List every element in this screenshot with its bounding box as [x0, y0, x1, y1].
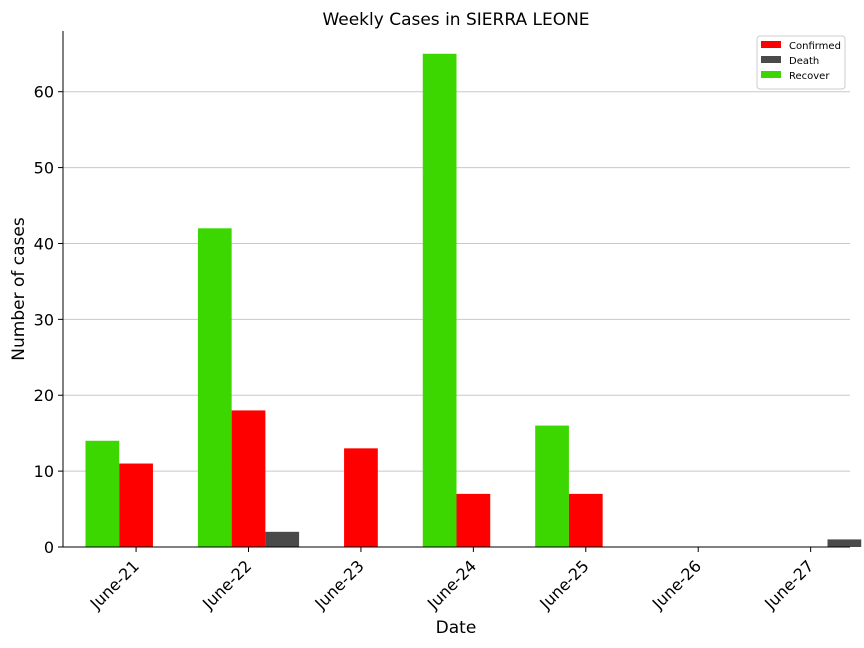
bar-death — [265, 531, 300, 547]
x-tick-label: June-24 — [423, 556, 480, 613]
bar-confirmed — [568, 493, 603, 547]
xtick-layer: June-21 June-22 June-23 June-24 June-25 June-… — [86, 547, 817, 614]
bar-confirmed — [344, 448, 378, 547]
y-tick-label: 40 — [34, 234, 54, 253]
x-tick-label: June-23 — [310, 556, 367, 613]
legend: Confirmed Death Recover — [756, 35, 846, 90]
x-tick-label: June-22 — [198, 556, 255, 613]
bar-recover — [535, 425, 569, 547]
y-tick-label: 10 — [34, 462, 54, 481]
y-tick-label: 60 — [34, 83, 54, 102]
bar-recover — [197, 228, 232, 547]
legend-label: Death — [789, 56, 819, 67]
legend-label: Confirmed — [789, 41, 841, 52]
chart-title: Weekly Cases in SIERRA LEONE — [322, 10, 589, 30]
x-axis-label: Date — [436, 618, 477, 638]
legend-label: Recover — [789, 71, 830, 82]
axes-layer — [62, 31, 850, 548]
x-tick-label: June-25 — [535, 556, 592, 613]
y-tick-label: 0 — [44, 538, 54, 557]
bar-recover — [85, 440, 120, 547]
legend-swatch — [761, 56, 781, 63]
x-tick-label: June-26 — [648, 556, 705, 613]
legend-swatch — [761, 41, 781, 48]
x-tick-label: June-21 — [86, 556, 143, 613]
legend-swatch — [761, 71, 781, 78]
bar-confirmed — [456, 493, 491, 547]
y-axis-label: Number of cases — [9, 217, 29, 361]
y-tick-label: 30 — [34, 310, 54, 329]
ytick-layer: 0 10 20 30 40 50 60 — [34, 83, 63, 557]
y-tick-label: 50 — [34, 159, 54, 178]
bars-layer — [85, 53, 862, 547]
bar-recover — [422, 53, 457, 547]
bar-death — [827, 539, 862, 547]
bar-confirmed — [231, 410, 266, 547]
x-tick-label: June-27 — [760, 556, 817, 613]
y-tick-label: 20 — [34, 386, 54, 405]
bar-confirmed — [119, 463, 153, 547]
